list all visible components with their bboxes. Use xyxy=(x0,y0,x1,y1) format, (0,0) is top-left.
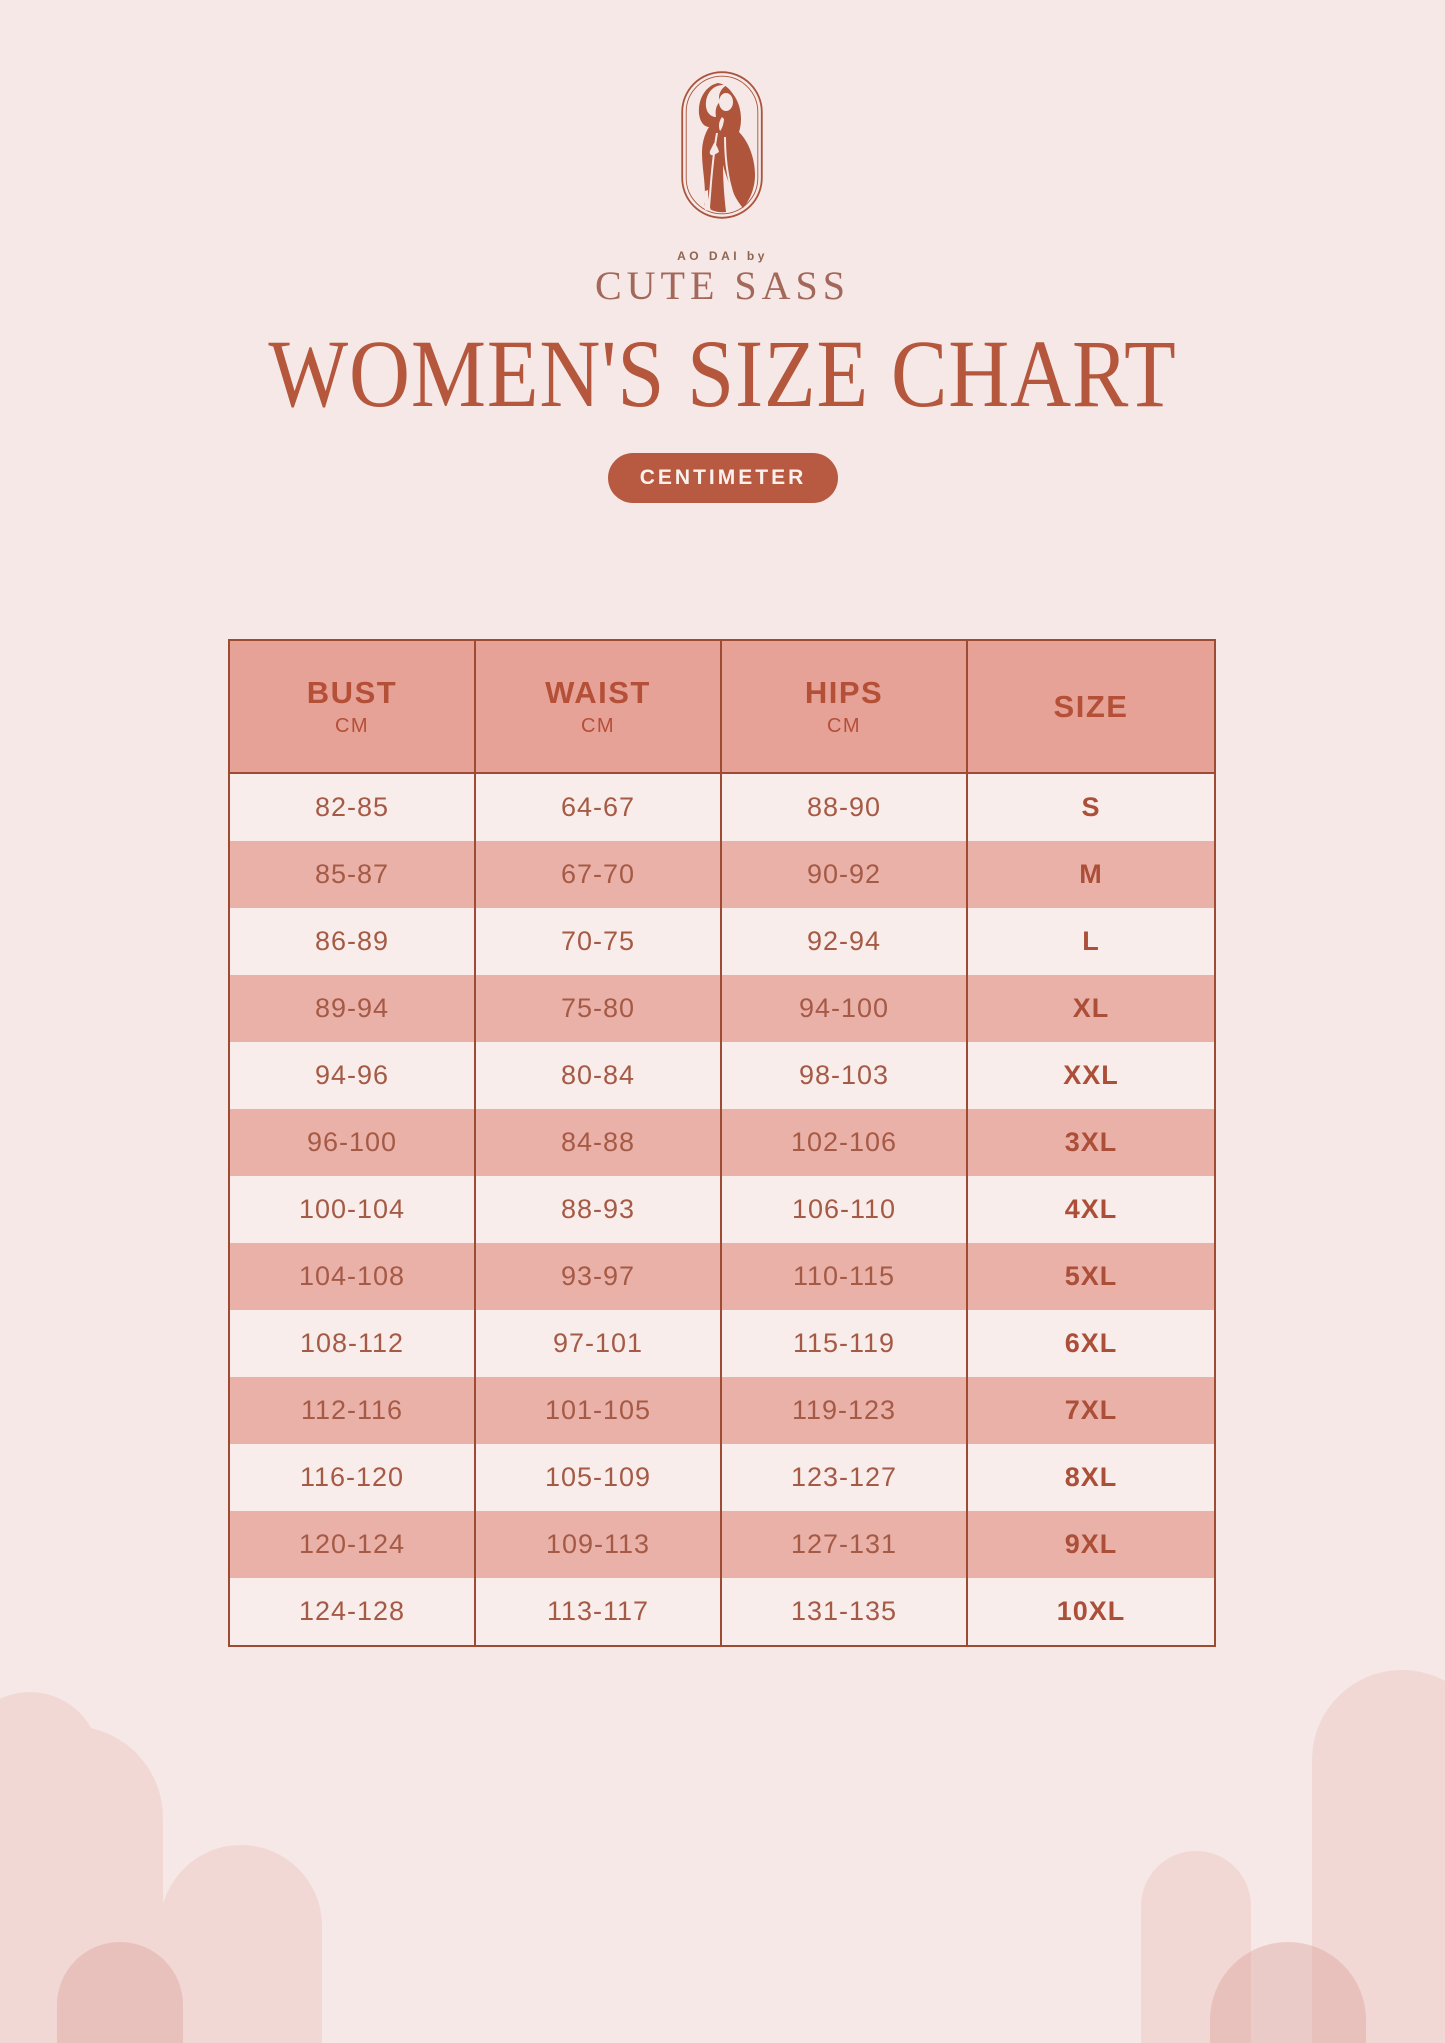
table-row-l: 86-89 70-75 92-94 L xyxy=(230,908,1214,975)
measure-cell: 85-87 xyxy=(230,841,476,908)
measure-cell: 104-108 xyxy=(230,1243,476,1310)
measure-cell: 70-75 xyxy=(476,908,722,975)
measure-cell: 97-101 xyxy=(476,1310,722,1377)
size-cell: 10XL xyxy=(1056,1596,1126,1626)
size-cell: XXL xyxy=(1063,1060,1119,1090)
size-cell: S xyxy=(1081,792,1101,822)
measure-cell: 67-70 xyxy=(476,841,722,908)
measure-cell: 127-131 xyxy=(722,1511,968,1578)
size-cell: 9XL xyxy=(1064,1529,1118,1559)
size-cell: 4XL xyxy=(1064,1194,1118,1224)
decor-arch-right-tall xyxy=(1312,1670,1445,2043)
table-row-9xl: 120-124 109-113 127-131 9XL xyxy=(230,1511,1214,1578)
measure-cell: 110-115 xyxy=(722,1243,968,1310)
table-row-xl: 89-94 75-80 94-100 XL xyxy=(230,975,1214,1042)
size-cell: XL xyxy=(1072,993,1110,1023)
page-title: WOMEN'S SIZE CHART xyxy=(268,320,1177,427)
measure-cell: 109-113 xyxy=(476,1511,722,1578)
size-table-body: 82-85 64-67 88-90 S 85-87 67-70 90-92 M 86-89 70-… xyxy=(230,774,1214,1645)
measure-cell: 88-93 xyxy=(476,1176,722,1243)
table-row-4xl: 100-104 88-93 106-110 4XL xyxy=(230,1176,1214,1243)
column-header-waist: WAIST CM xyxy=(476,641,722,772)
column-label: HIPS xyxy=(804,675,884,711)
size-cell: 7XL xyxy=(1064,1395,1118,1425)
measure-cell: 123-127 xyxy=(722,1444,968,1511)
table-row-5xl: 104-108 93-97 110-115 5XL xyxy=(230,1243,1214,1310)
measure-cell: 92-94 xyxy=(722,908,968,975)
table-row-s: 82-85 64-67 88-90 S xyxy=(230,774,1214,841)
measure-cell: 116-120 xyxy=(230,1444,476,1511)
decor-arch-left-small xyxy=(57,1942,183,2043)
measure-cell: 64-67 xyxy=(476,774,722,841)
measure-cell: 131-135 xyxy=(722,1578,968,1645)
column-label: BUST xyxy=(306,675,398,711)
table-row-m: 85-87 67-70 90-92 M xyxy=(230,841,1214,908)
measure-cell: 100-104 xyxy=(230,1176,476,1243)
brand-name: CUTE SASS xyxy=(594,263,851,308)
size-cell: M xyxy=(1079,859,1103,889)
measure-cell: 84-88 xyxy=(476,1109,722,1176)
column-label: SIZE xyxy=(1053,688,1129,724)
decor-arch-left-band xyxy=(0,1726,163,2043)
table-row-6xl: 108-112 97-101 115-119 6XL xyxy=(230,1310,1214,1377)
measure-cell: 102-106 xyxy=(722,1109,968,1176)
column-header-bust: BUST CM xyxy=(230,641,476,772)
measure-cell: 75-80 xyxy=(476,975,722,1042)
measure-cell: 108-112 xyxy=(230,1310,476,1377)
column-unit-label: CM xyxy=(580,714,616,737)
measure-cell: 82-85 xyxy=(230,774,476,841)
size-cell: 5XL xyxy=(1064,1261,1118,1291)
measure-cell: 88-90 xyxy=(722,774,968,841)
column-header-hips: HIPS CM xyxy=(722,641,968,772)
measure-cell: 113-117 xyxy=(476,1578,722,1645)
size-cell: 6XL xyxy=(1064,1328,1118,1358)
measure-cell: 112-116 xyxy=(230,1377,476,1444)
size-cell: 3XL xyxy=(1064,1127,1118,1157)
size-cell: L xyxy=(1082,926,1100,956)
woman-ao-dai-icon xyxy=(681,71,763,219)
measure-cell: 124-128 xyxy=(230,1578,476,1645)
column-header-size: SIZE xyxy=(968,641,1214,772)
brand-caption: AO DAI by xyxy=(677,249,768,263)
table-row-7xl: 112-116 101-105 119-123 7XL xyxy=(230,1377,1214,1444)
size-cell: 8XL xyxy=(1064,1462,1118,1492)
table-row-8xl: 116-120 105-109 123-127 8XL xyxy=(230,1444,1214,1511)
size-table: BUST CM WAIST CM HIPS CM SIZE 82-85 64-67 88-90 S… xyxy=(228,639,1216,1647)
measure-cell: 94-96 xyxy=(230,1042,476,1109)
column-unit-label: CM xyxy=(334,714,370,737)
measure-cell: 106-110 xyxy=(722,1176,968,1243)
table-row-10xl: 124-128 113-117 131-135 10XL xyxy=(230,1578,1214,1645)
size-table-header: BUST CM WAIST CM HIPS CM SIZE xyxy=(230,641,1214,774)
decor-arch-right-medium xyxy=(1141,1851,1251,2043)
measure-cell: 101-105 xyxy=(476,1377,722,1444)
measure-cell: 90-92 xyxy=(722,841,968,908)
measure-cell: 105-109 xyxy=(476,1444,722,1511)
column-label: WAIST xyxy=(545,675,651,711)
measure-cell: 115-119 xyxy=(722,1310,968,1377)
table-row-xxl: 94-96 80-84 98-103 XXL xyxy=(230,1042,1214,1109)
measure-cell: 120-124 xyxy=(230,1511,476,1578)
measure-cell: 89-94 xyxy=(230,975,476,1042)
measure-cell: 94-100 xyxy=(722,975,968,1042)
decor-arch-left-medium xyxy=(160,1845,322,2043)
measure-cell: 98-103 xyxy=(722,1042,968,1109)
unit-badge: CENTIMETER xyxy=(608,453,838,503)
measure-cell: 96-100 xyxy=(230,1109,476,1176)
table-row-3xl: 96-100 84-88 102-106 3XL xyxy=(230,1109,1214,1176)
measure-cell: 93-97 xyxy=(476,1243,722,1310)
measure-cell: 119-123 xyxy=(722,1377,968,1444)
column-unit-label: CM xyxy=(826,714,862,737)
measure-cell: 86-89 xyxy=(230,908,476,975)
measure-cell: 80-84 xyxy=(476,1042,722,1109)
